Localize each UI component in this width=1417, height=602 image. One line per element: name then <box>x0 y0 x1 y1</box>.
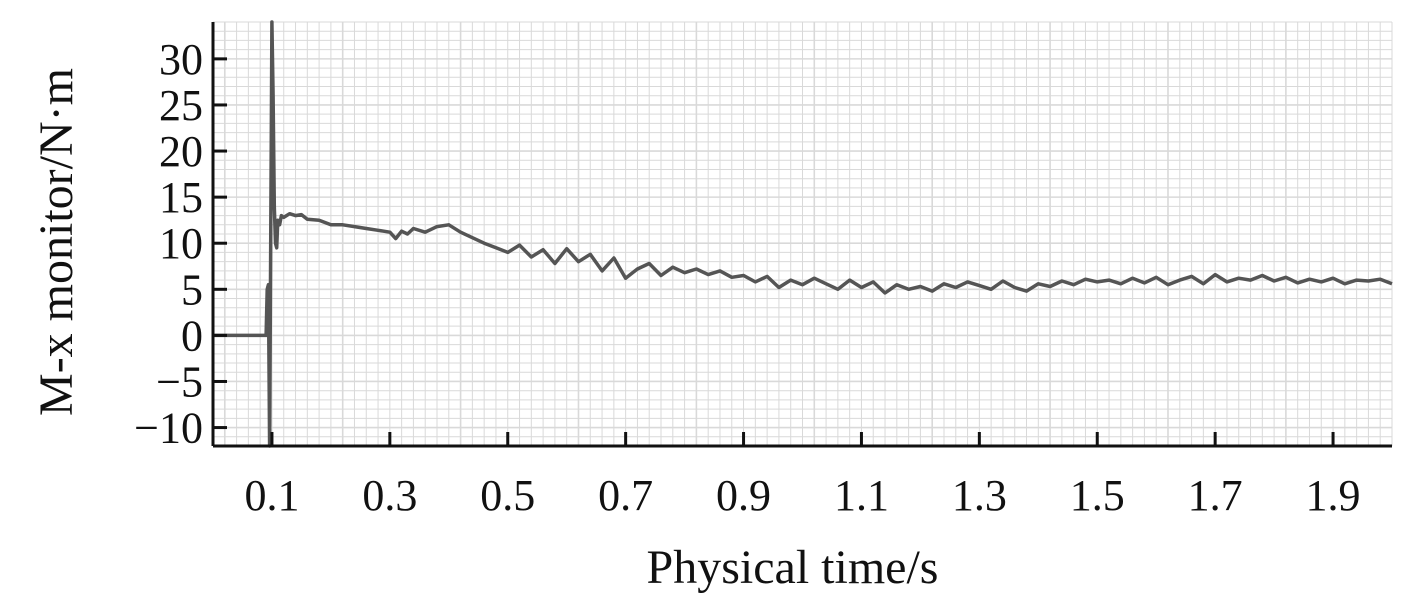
x-tick-label: 1.9 <box>1306 471 1361 520</box>
x-tick-label: 1.7 <box>1188 471 1243 520</box>
x-tick-label: 1.5 <box>1070 471 1125 520</box>
y-axis-title: M-x monitor/N·m <box>30 68 83 416</box>
y-tick-label: −5 <box>156 357 203 406</box>
series-line-1 <box>213 20 1393 448</box>
grid <box>212 21 1393 447</box>
y-tick-label: 0 <box>181 311 203 360</box>
y-tick-label: 20 <box>159 127 203 176</box>
x-tick-label: 0.7 <box>598 471 653 520</box>
x-tick-label: 0.1 <box>244 471 299 520</box>
y-tick-label: −10 <box>134 404 203 453</box>
y-tick-label: 15 <box>159 173 203 222</box>
x-axis-title: Physical time/s <box>647 541 939 594</box>
axes <box>211 22 1392 448</box>
y-tick-label: 30 <box>159 35 203 84</box>
y-tick-label: 25 <box>159 81 203 130</box>
x-tick-label: 1.3 <box>952 471 1007 520</box>
x-tick-label: 1.1 <box>834 471 889 520</box>
series-line-group <box>213 20 1393 448</box>
x-ticks: 0.1 0.3 0.5 0.7 0.9 1.1 1.3 1.5 1.7 1.9 <box>244 432 1361 520</box>
x-tick-label: 0.9 <box>716 471 771 520</box>
x-tick-label: 0.5 <box>480 471 535 520</box>
y-tick-label: 10 <box>159 219 203 268</box>
y-tick-label: 5 <box>181 265 203 314</box>
x-tick-label: 0.3 <box>362 471 417 520</box>
